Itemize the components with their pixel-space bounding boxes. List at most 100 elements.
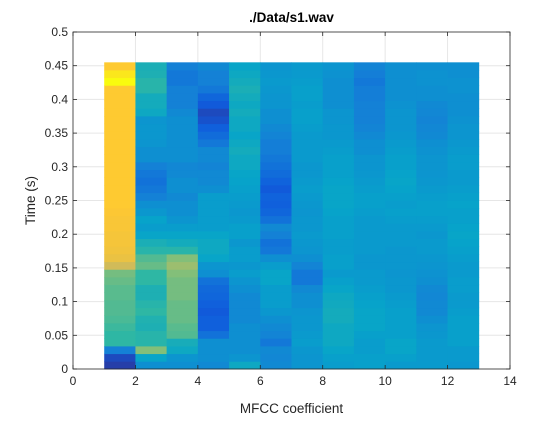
heatmap-cell-c6-f33: [260, 108, 292, 117]
heatmap-cell-c8-f20: [322, 208, 355, 217]
heatmap-cell-c9-f10: [353, 284, 386, 293]
heatmap-cell-c1-f29: [104, 139, 136, 148]
heatmap-cell-c8-f2: [322, 346, 355, 355]
heatmap-cell-c9-f32: [353, 116, 386, 125]
heatmap-cell-c6-f31: [260, 123, 292, 132]
heatmap-cell-c12-f15: [447, 246, 480, 255]
heatmap-cell-c12-f37: [447, 77, 480, 86]
heatmap-cell-c9-f9: [353, 292, 386, 301]
heatmap-cell-c7-f17: [291, 231, 324, 240]
heatmap-cell-c7-f30: [291, 131, 324, 140]
heatmap-cell-c4-f36: [197, 85, 230, 94]
heatmap-cell-c11-f14: [416, 254, 448, 263]
heatmap-cell-c5-f23: [229, 185, 261, 194]
heatmap-cell-c4-f10: [197, 284, 230, 293]
heatmap-cell-c1-f26: [104, 162, 136, 171]
heatmap-cell-c6-f17: [260, 231, 292, 240]
heatmap-cell-c11-f20: [416, 208, 448, 217]
y-tick-label-9: 0.45: [45, 59, 69, 73]
heatmap-cell-c8-f31: [322, 123, 355, 132]
heatmap-cell-c9-f37: [353, 77, 386, 86]
heatmap-cell-c12-f16: [447, 238, 480, 247]
heatmap-cell-c7-f33: [291, 108, 324, 117]
heatmap-cell-c4-f5: [197, 323, 230, 332]
heatmap-cell-c6-f21: [260, 200, 292, 209]
heatmap-cell-c6-f34: [260, 100, 292, 109]
heatmap-cell-c4-f8: [197, 300, 230, 309]
heatmap-cell-c10-f18: [385, 223, 417, 232]
heatmap-cell-c4-f24: [197, 177, 230, 186]
heatmap-cell-c2-f17: [135, 231, 168, 240]
y-tick-label-6: 0.3: [51, 160, 68, 174]
heatmap-cell-c7-f14: [291, 254, 324, 263]
heatmap-cell-c4-f14: [197, 254, 230, 263]
heatmap-cell-c8-f5: [322, 323, 355, 332]
heatmap-cell-c10-f31: [385, 123, 417, 132]
heatmap-cell-c7-f25: [291, 169, 324, 178]
heatmap-cell-c8-f22: [322, 192, 355, 201]
heatmap-cell-c8-f12: [322, 269, 355, 278]
heatmap-cell-c2-f37: [135, 77, 168, 86]
heatmap-cell-c8-f30: [322, 131, 355, 140]
heatmap-cell-c4-f25: [197, 169, 230, 178]
heatmap-cell-c12-f27: [447, 154, 480, 163]
heatmap-cell-c8-f35: [322, 93, 355, 102]
heatmap-cell-c12-f23: [447, 185, 480, 194]
heatmap-cell-c5-f18: [229, 223, 261, 232]
heatmap-cell-c1-f36: [104, 85, 136, 94]
heatmap-cell-c7-f22: [291, 192, 324, 201]
heatmap-cell-c9-f19: [353, 215, 386, 224]
heatmap-cell-c2-f19: [135, 215, 168, 224]
heatmap-cell-c11-f30: [416, 131, 448, 140]
heatmap-cell-c5-f0: [229, 361, 261, 370]
heatmap-cell-c2-f6: [135, 315, 168, 324]
heatmap-cell-c12-f10: [447, 284, 480, 293]
heatmap-cell-c11-f12: [416, 269, 448, 278]
heatmap-cell-c9-f4: [353, 330, 386, 339]
heatmap-cell-c12-f24: [447, 177, 480, 186]
heatmap-cell-c10-f9: [385, 292, 417, 301]
heatmap-cell-c9-f34: [353, 100, 386, 109]
heatmap-cell-c8-f37: [322, 77, 355, 86]
heatmap-cell-c4-f18: [197, 223, 230, 232]
heatmap-cell-c5-f20: [229, 208, 261, 217]
heatmap-cell-c5-f13: [229, 261, 261, 270]
heatmap-cell-c4-f2: [197, 346, 230, 355]
heatmap-cell-c8-f24: [322, 177, 355, 186]
heatmap-cell-c10-f26: [385, 162, 417, 171]
x-tick-label-4: 8: [319, 374, 326, 388]
heatmap-cell-c6-f5: [260, 323, 292, 332]
heatmap-cell-c11-f28: [416, 146, 448, 155]
heatmap-cell-c1-f28: [104, 146, 136, 155]
heatmap-cell-c11-f24: [416, 177, 448, 186]
heatmap-cell-c12-f8: [447, 300, 480, 309]
heatmap-cell-c6-f14: [260, 254, 292, 263]
heatmap-cell-c12-f3: [447, 338, 480, 347]
heatmap-cell-c1-f22: [104, 192, 136, 201]
heatmap-cell-c8-f13: [322, 261, 355, 270]
heatmap-cell-c5-f3: [229, 338, 261, 347]
heatmap-cell-c4-f19: [197, 215, 230, 224]
heatmap-cell-c9-f11: [353, 277, 386, 286]
heatmap-cell-c6-f2: [260, 346, 292, 355]
heatmap-cell-c11-f5: [416, 323, 448, 332]
heatmap-cell-c6-f15: [260, 246, 292, 255]
heatmap-cell-c5-f26: [229, 162, 261, 171]
heatmap-cell-c10-f11: [385, 277, 417, 286]
heatmap-cell-c9-f27: [353, 154, 386, 163]
heatmap-cell-c3-f7: [166, 307, 199, 316]
heatmap-cell-c1-f6: [104, 315, 136, 324]
heatmap-cell-c12-f33: [447, 108, 480, 117]
heatmap-cell-c9-f8: [353, 300, 386, 309]
heatmap-cell-c5-f22: [229, 192, 261, 201]
heatmap-cell-c5-f33: [229, 108, 261, 117]
heatmap-cell-c4-f20: [197, 208, 230, 217]
heatmap-cell-c2-f25: [135, 169, 168, 178]
heatmap-cell-c7-f6: [291, 315, 324, 324]
heatmap-cell-c8-f6: [322, 315, 355, 324]
heatmap-cell-c9-f35: [353, 93, 386, 102]
heatmap-cell-c10-f37: [385, 77, 417, 86]
heatmap-cell-c11-f31: [416, 123, 448, 132]
heatmap-cell-c8-f28: [322, 146, 355, 155]
heatmap-cell-c5-f25: [229, 169, 261, 178]
